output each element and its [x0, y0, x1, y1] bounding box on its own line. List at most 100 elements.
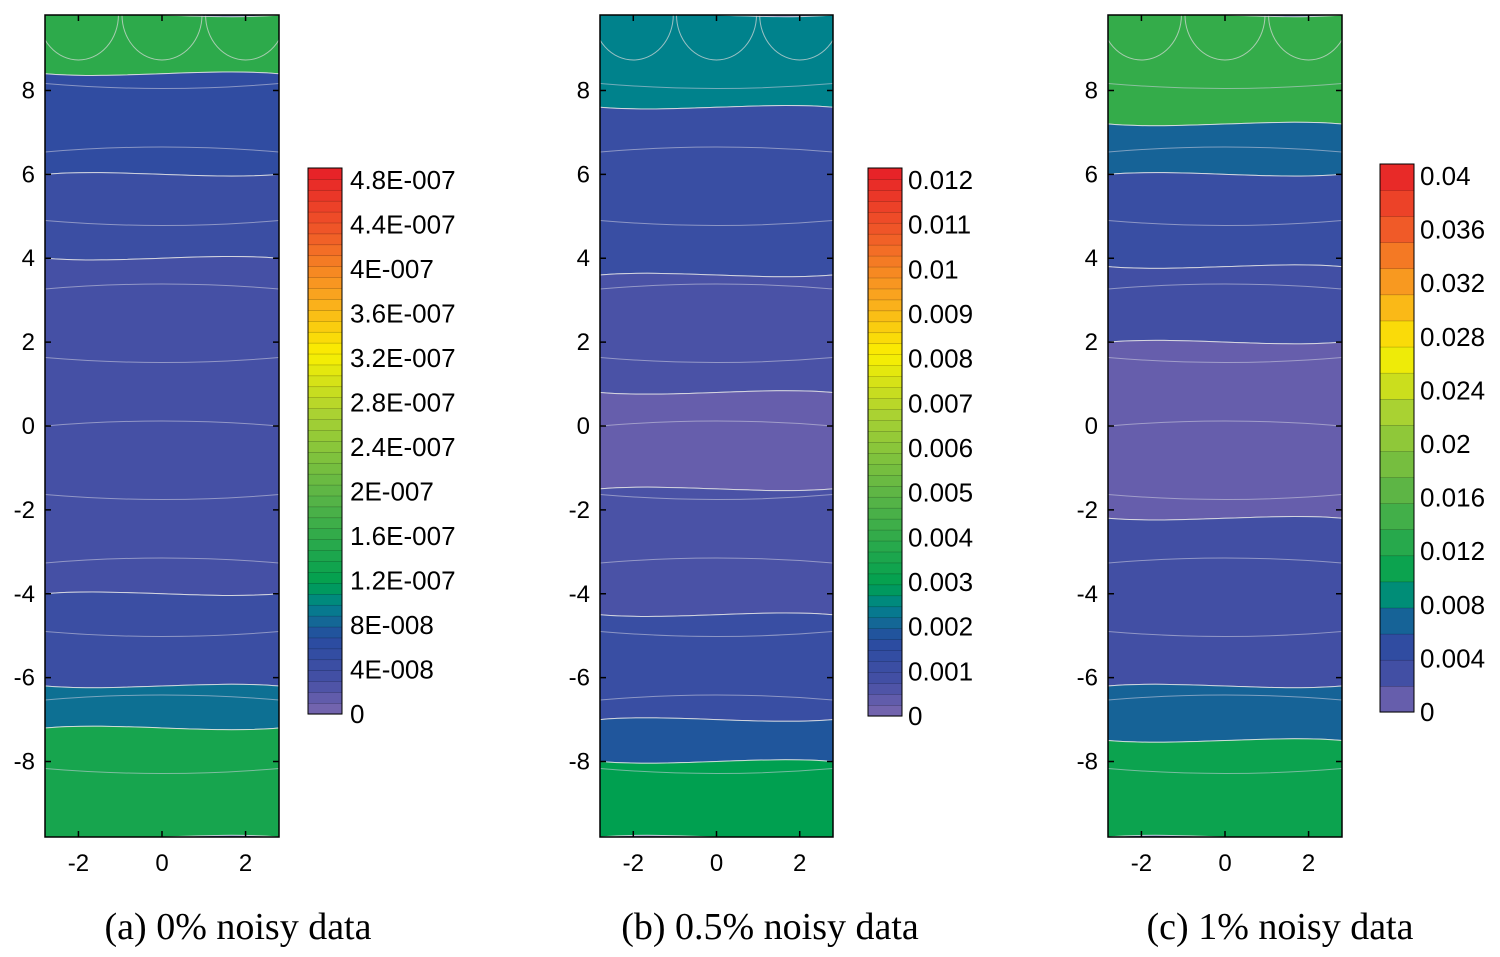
contour-bulb — [1184, 15, 1266, 61]
colorbar-label: 0.01 — [908, 254, 959, 284]
colorbar-segment — [1379, 529, 1415, 557]
colorbar-frame — [1379, 163, 1415, 713]
contour-band — [600, 272, 833, 395]
colorbar-segment — [867, 397, 903, 410]
colorbar-segment — [1379, 607, 1415, 635]
colorbar-segment — [867, 178, 903, 191]
colorbar-segment — [307, 244, 343, 257]
colorbar-segment — [867, 299, 903, 312]
colorbar-segment — [867, 321, 903, 334]
colorbar-segment — [867, 452, 903, 465]
colorbar-label: 0 — [908, 701, 922, 731]
contour-band — [1108, 15, 1342, 127]
contour-panel-a: 8 6 4 2 0 -2 -4 -6 -8 -2 0 2 4.8E-007 4.4E-007 4E-007 3… — [14, 14, 456, 877]
contour-band — [600, 105, 833, 278]
colorbar-segment — [307, 211, 343, 224]
colorbar-segment — [1379, 294, 1415, 322]
colorbar-label: 1.2E-007 — [350, 566, 456, 596]
colorbar-segment — [307, 637, 343, 650]
colorbar-label: 0.006 — [908, 433, 973, 463]
y-tick-label: 6 — [577, 161, 590, 188]
x-tick-label: 2 — [793, 850, 806, 877]
colorbar-label: 0.008 — [908, 344, 973, 374]
colorbar-segment — [867, 441, 903, 454]
colorbar-label: 0.012 — [908, 165, 973, 195]
colorbar-segment — [867, 463, 903, 476]
colorbar-segment — [867, 222, 903, 235]
colorbar-segment — [867, 704, 903, 717]
colorbar-label: 0 — [1420, 697, 1434, 727]
contour-bulb — [1108, 15, 1182, 61]
colorbar-segment — [1379, 476, 1415, 504]
colorbar-label: 0.032 — [1420, 268, 1485, 298]
colorbar-segment — [867, 617, 903, 629]
contour-band — [1108, 264, 1342, 345]
colorbar-segment — [307, 298, 343, 311]
colorbar-segment — [307, 571, 343, 584]
x-tick-label: -2 — [623, 850, 644, 877]
colorbar-label: 2E-007 — [350, 477, 434, 507]
colorbar-segment — [307, 495, 343, 508]
colorbar-segment — [307, 287, 343, 300]
contour-bulb — [121, 15, 203, 61]
colorbar-segment — [867, 649, 903, 662]
contour-line — [45, 768, 279, 774]
colorbar-segment — [867, 288, 903, 301]
colorbar-segment — [1379, 633, 1415, 661]
colorbar-segment — [867, 551, 903, 564]
colorbar-segment — [307, 659, 343, 671]
colorbar-segment — [307, 517, 343, 530]
x-tick-label: -2 — [68, 850, 89, 877]
y-tick-label: -8 — [14, 749, 35, 776]
colorbar-segment — [307, 473, 343, 486]
y-tick-label: -6 — [1077, 665, 1098, 692]
y-tick-label: 2 — [22, 329, 35, 356]
contour-band — [600, 717, 833, 764]
colorbar-segment — [1379, 581, 1415, 609]
y-tick-label: -6 — [14, 665, 35, 692]
colorbar-segment — [867, 682, 903, 695]
contour-line — [1108, 83, 1342, 89]
colorbar-segment — [867, 595, 903, 608]
y-tick-label: 0 — [22, 413, 35, 440]
x-tick-label: 2 — [1302, 850, 1315, 877]
y-tick-label: 4 — [22, 245, 35, 272]
contour-line — [1108, 694, 1342, 701]
colorbar-segment — [307, 440, 343, 453]
contour-band — [45, 725, 279, 837]
y-tick-label: 4 — [1085, 245, 1098, 272]
colorbar-label: 4.4E-007 — [350, 210, 456, 240]
colorbar-segment — [307, 451, 343, 464]
colorbar-segment — [307, 353, 343, 366]
caption-panel-c: (c) 1% noisy data — [1146, 906, 1414, 948]
contour-band — [600, 15, 833, 110]
contour-bulb — [600, 15, 674, 61]
colorbar-segment — [1379, 450, 1415, 478]
contour-line — [1108, 283, 1342, 290]
colorbar-label: 3.6E-007 — [350, 299, 456, 329]
colorbar-label: 0.008 — [1420, 590, 1485, 620]
y-tick-label: -2 — [14, 497, 35, 524]
colorbar-segment — [307, 429, 343, 442]
y-tick-label: -2 — [1077, 497, 1098, 524]
contour-line — [600, 420, 833, 427]
contour-band — [1108, 516, 1342, 689]
colorbar-segment — [307, 364, 343, 377]
colorbar-segment — [867, 233, 903, 246]
colorbar-segment — [307, 189, 343, 202]
colorbar-segment — [867, 573, 903, 586]
contour-line — [45, 83, 279, 89]
colorbar-label: 0.004 — [1420, 643, 1485, 673]
colorbar-segment — [307, 528, 343, 540]
colorbar-segment — [867, 639, 903, 651]
colorbar-segment — [867, 518, 903, 531]
colorbar-segment — [867, 584, 903, 597]
colorbar-segment — [307, 418, 343, 431]
colorbar-segment — [867, 266, 903, 279]
contour-band — [45, 256, 279, 596]
colorbar-label: 4E-007 — [350, 254, 434, 284]
colorbar-segment — [307, 506, 343, 519]
colorbar-segment — [867, 540, 903, 553]
contour-band — [1108, 738, 1342, 837]
